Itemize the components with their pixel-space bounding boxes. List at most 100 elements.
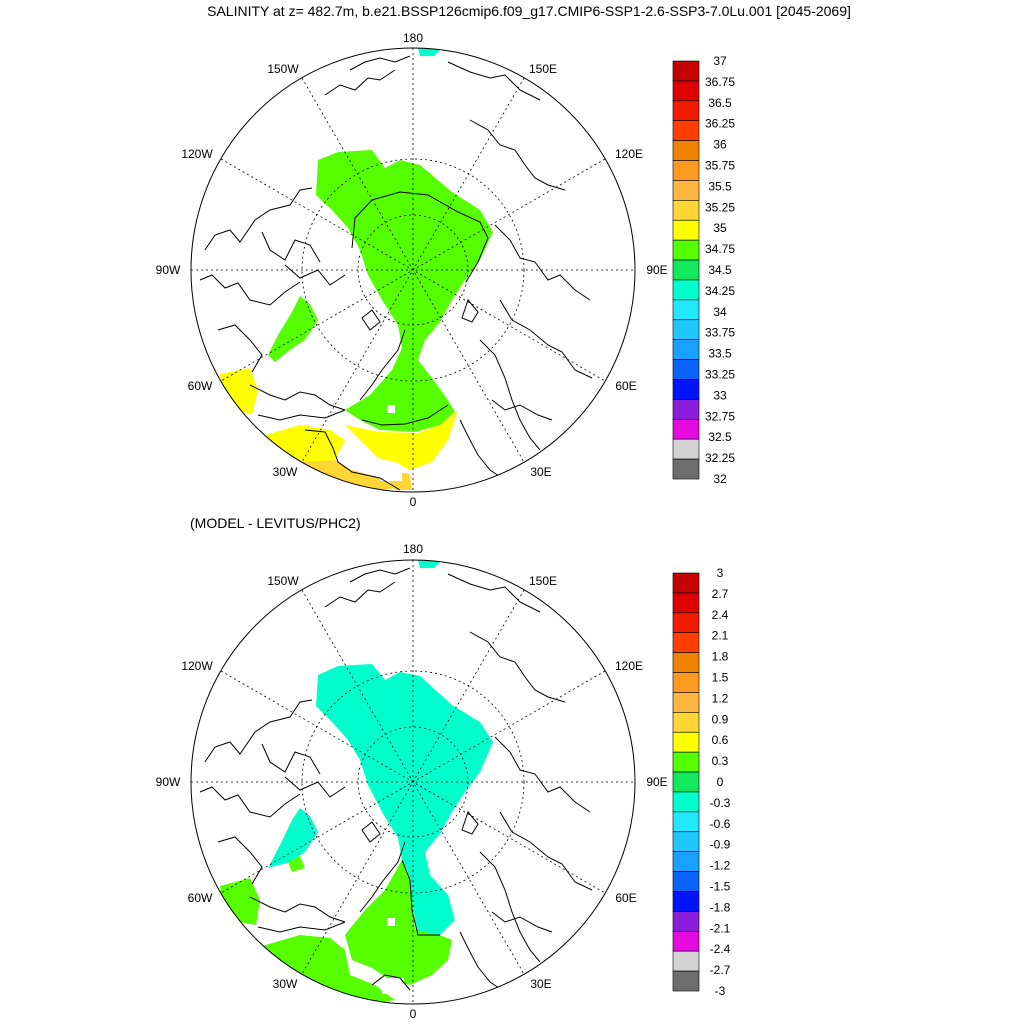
colorbar-swatch [672, 632, 700, 653]
lon-label-60e: 60E [615, 891, 636, 905]
colorbar-swatch [672, 60, 700, 82]
lon-label-120e: 120E [615, 659, 643, 673]
lon-label-120w: 120W [181, 659, 213, 673]
coastline [199, 567, 593, 993]
colorbar-swatch [672, 851, 700, 872]
colorbar-swatch [672, 612, 700, 634]
colorbar-label: 1.8 [712, 650, 729, 664]
colorbar-swatch [672, 811, 700, 833]
lon-label-150e: 150E [529, 62, 557, 76]
colorbar-swatch [672, 731, 700, 753]
colorbar-label: 2.4 [712, 608, 729, 622]
difference-colorbar: 3 2.7 2.4 2.1 1.8 1.5 1.2 0.9 0.6 0.3 0 -0.3 -0.6 -0.… [672, 566, 731, 998]
colorbar-label: 35.25 [705, 200, 735, 214]
lon-label-180: 180 [403, 542, 423, 556]
contour-line [351, 191, 489, 283]
colorbar-label: 35.5 [708, 179, 732, 193]
colorbar-swatch [672, 572, 700, 594]
lon-label-180: 180 [403, 31, 423, 45]
colorbar-label: 2.7 [712, 587, 729, 601]
colorbar-swatch [672, 930, 700, 952]
graticule [191, 48, 635, 492]
salinity-field-35.25 [300, 460, 395, 492]
colorbar-label: 36.75 [705, 75, 735, 89]
colorbar-swatch [672, 359, 700, 380]
lon-label-90w: 90W [156, 775, 181, 789]
lon-label-30e: 30E [530, 465, 551, 479]
colorbar-label: 0.6 [712, 733, 729, 747]
colorbar-label: 35 [713, 221, 727, 235]
contour-line [371, 974, 411, 991]
colorbar-swatch [672, 319, 700, 340]
colorbar-label: 32 [713, 472, 727, 486]
lon-label-60w: 60W [188, 379, 213, 393]
colorbar-label: 34.5 [708, 263, 732, 277]
colorbar-label: 1.2 [712, 691, 729, 705]
salinity-field-35 [345, 410, 458, 470]
salinity-field-35-w [220, 368, 258, 415]
lon-label-120w: 120W [181, 147, 213, 161]
colorbar-swatch [672, 438, 700, 460]
colorbar-label: -0.3 [710, 796, 731, 810]
bering-strait-patch [418, 560, 440, 568]
colorbar-label: 33.5 [708, 347, 732, 361]
colorbar-label: 34.75 [705, 242, 735, 256]
difference-panel-title: (MODEL - LEVITUS/PHC2) [190, 515, 361, 531]
colorbar-swatch [672, 458, 700, 480]
colorbar-label: 33.25 [705, 368, 735, 382]
colorbar-label: 33 [713, 388, 727, 402]
figure-title: SALINITY at z= 482.7m, b.e21.BSSP126cmip… [207, 3, 851, 19]
lon-label-60e: 60E [615, 379, 636, 393]
colorbar-swatch [672, 418, 700, 440]
colorbar-label: 34 [713, 305, 727, 319]
colorbar-label: 36.25 [705, 117, 735, 131]
lon-label-30e: 30E [530, 977, 551, 991]
graticule [191, 560, 635, 1004]
colorbar-label: -2.4 [710, 942, 731, 956]
colorbar-label: 37 [713, 54, 727, 68]
colorbar-swatch [672, 592, 700, 614]
colorbar-swatch [672, 219, 700, 241]
difference-field-0.3-w2 [288, 856, 305, 872]
salinity-colorbar: 37 36.75 36.5 36.25 36 35.75 35.5 35.25 35 34.75 3… [672, 54, 735, 486]
colorbar-label: 1.5 [712, 671, 729, 685]
colorbar-label: 36 [713, 138, 727, 152]
colorbar-label: 0.3 [712, 754, 729, 768]
colorbar-swatch [672, 120, 700, 141]
contour-line [361, 404, 449, 426]
colorbar-label: -2.1 [710, 921, 731, 935]
colorbar-swatch [672, 339, 700, 360]
lon-label-60w: 60W [188, 891, 213, 905]
salinity-field-34.75 [316, 150, 493, 432]
colorbar-label: 32.75 [705, 409, 735, 423]
difference-field-negative [316, 664, 493, 938]
salinity-field-34.75-west [268, 296, 318, 362]
lon-label-150e: 150E [529, 574, 557, 588]
colorbar-swatch [672, 751, 700, 773]
colorbar-label: 33.75 [705, 326, 735, 340]
colorbar-swatch [672, 672, 700, 693]
map-boundary [190, 47, 636, 493]
colorbar-label: -1.2 [710, 859, 731, 873]
difference-field-0.3 [345, 860, 452, 985]
colorbar-label: -3 [715, 984, 726, 998]
colorbar-label: 36.5 [708, 96, 732, 110]
contour-line [401, 859, 440, 936]
colorbar-label: -1.5 [710, 880, 731, 894]
colorbar-label: 2.1 [712, 629, 729, 643]
colorbar-swatch [672, 279, 700, 301]
colorbar-label: 0.9 [712, 712, 729, 726]
lon-label-0: 0 [410, 1007, 417, 1021]
colorbar-swatch [672, 180, 700, 201]
colorbar-swatch [672, 831, 700, 852]
colorbar-swatch [672, 100, 700, 122]
colorbar-swatch [672, 299, 700, 321]
colorbar-label: -1.8 [710, 900, 731, 914]
colorbar-label: 32.5 [708, 430, 732, 444]
colorbar-label: -0.9 [710, 838, 731, 852]
colorbar-label: -0.6 [710, 817, 731, 831]
contour-line [304, 429, 401, 491]
colorbar-label: 35.75 [705, 159, 735, 173]
lon-label-120e: 120E [615, 147, 643, 161]
